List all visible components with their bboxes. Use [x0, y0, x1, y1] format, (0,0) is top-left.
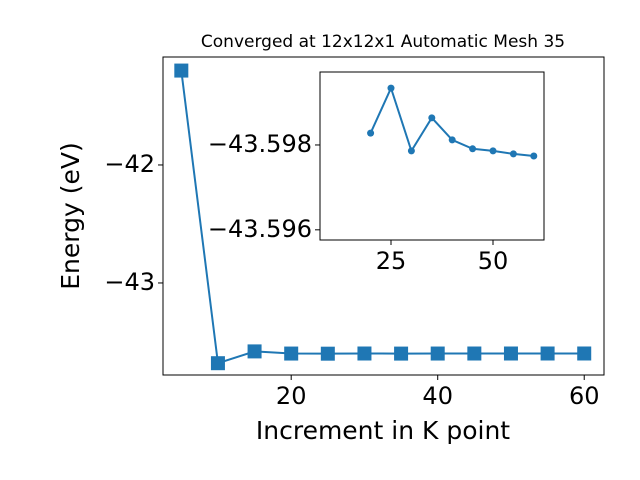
x-axis-label: Increment in K point	[256, 416, 510, 445]
marker	[577, 346, 592, 361]
y-tick-label: −43	[104, 268, 155, 296]
marker	[530, 152, 538, 160]
marker	[448, 136, 456, 144]
plot-group	[367, 84, 538, 160]
marker	[469, 145, 477, 153]
marker	[210, 356, 225, 371]
marker	[503, 346, 518, 361]
marker	[428, 114, 436, 122]
marker	[247, 344, 262, 359]
plot-area	[320, 72, 544, 240]
x-tick-label: 25	[376, 247, 407, 275]
plot-group	[174, 63, 592, 371]
chart-title: Converged at 12x12x1 Automatic Mesh 35	[201, 32, 565, 52]
y-tick-label: −43.598	[208, 130, 312, 158]
marker	[174, 63, 189, 78]
marker	[489, 147, 497, 155]
x-tick-label: 40	[422, 382, 453, 410]
y-axis-label: Energy (eV)	[56, 142, 85, 289]
marker	[284, 346, 299, 361]
y-tick-label: −43.596	[208, 215, 312, 243]
x-tick-label: 60	[569, 382, 600, 410]
marker	[540, 346, 555, 361]
marker	[467, 346, 482, 361]
y-tick-label: −42	[104, 150, 155, 178]
marker	[357, 346, 372, 361]
marker	[367, 129, 375, 137]
x-tick-label: 20	[276, 382, 307, 410]
marker	[430, 346, 445, 361]
marker	[320, 346, 335, 361]
marker	[394, 346, 409, 361]
marker	[387, 84, 395, 92]
x-tick-label: 50	[478, 247, 509, 275]
axes-frame	[319, 71, 545, 241]
marker	[509, 150, 517, 158]
marker	[407, 147, 415, 155]
axes-frame	[162, 56, 605, 376]
